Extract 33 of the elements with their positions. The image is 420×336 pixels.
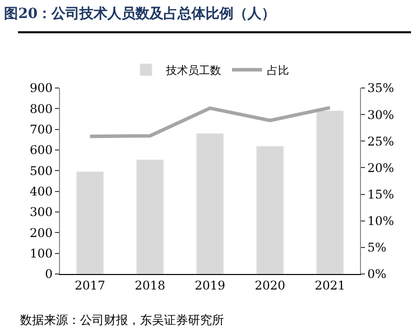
y-tick-label: 700 xyxy=(30,122,53,137)
legend-label: 占比 xyxy=(267,64,289,78)
bar xyxy=(316,110,344,274)
y2-tick-label: 10% xyxy=(367,214,394,228)
x-tick-label: 2021 xyxy=(314,278,346,292)
y2-tick-label: 25% xyxy=(367,134,394,148)
x-tick-label: 2020 xyxy=(254,278,286,292)
y-tick-label: 400 xyxy=(30,184,53,199)
y-tick-label: 900 xyxy=(30,81,53,96)
y2-tick-label: 5% xyxy=(367,240,386,255)
y-tick-label: 800 xyxy=(30,102,53,116)
line-series xyxy=(88,106,332,138)
chart-title: 图20：公司技术人员数及占总体比例（人） xyxy=(4,6,276,22)
y2-tick-label: 20% xyxy=(367,160,394,175)
y-tick-label: 200 xyxy=(30,226,53,240)
y-tick-label: 600 xyxy=(30,143,53,158)
bar xyxy=(136,159,164,274)
y-tick-label: 100 xyxy=(30,246,53,261)
y-tick-label: 0 xyxy=(44,267,53,282)
y-tick-label: 300 xyxy=(30,205,53,220)
y2-tick-label: 30% xyxy=(367,108,394,122)
legend-label: 技术员工数 xyxy=(165,64,221,78)
bar xyxy=(76,171,104,274)
bar xyxy=(256,146,284,274)
x-tick-label: 2019 xyxy=(194,278,226,292)
x-tick-label: 2017 xyxy=(74,278,106,292)
bar xyxy=(196,133,224,274)
y2-tick-label: 0% xyxy=(367,267,386,282)
x-tick-label: 2018 xyxy=(134,278,166,292)
y2-tick-label: 15% xyxy=(367,187,394,202)
source-note: 数据来源：公司财报，东吴证券研究所 xyxy=(20,313,224,327)
y-tick-label: 500 xyxy=(30,164,53,178)
y2-tick-label: 35% xyxy=(367,81,394,96)
